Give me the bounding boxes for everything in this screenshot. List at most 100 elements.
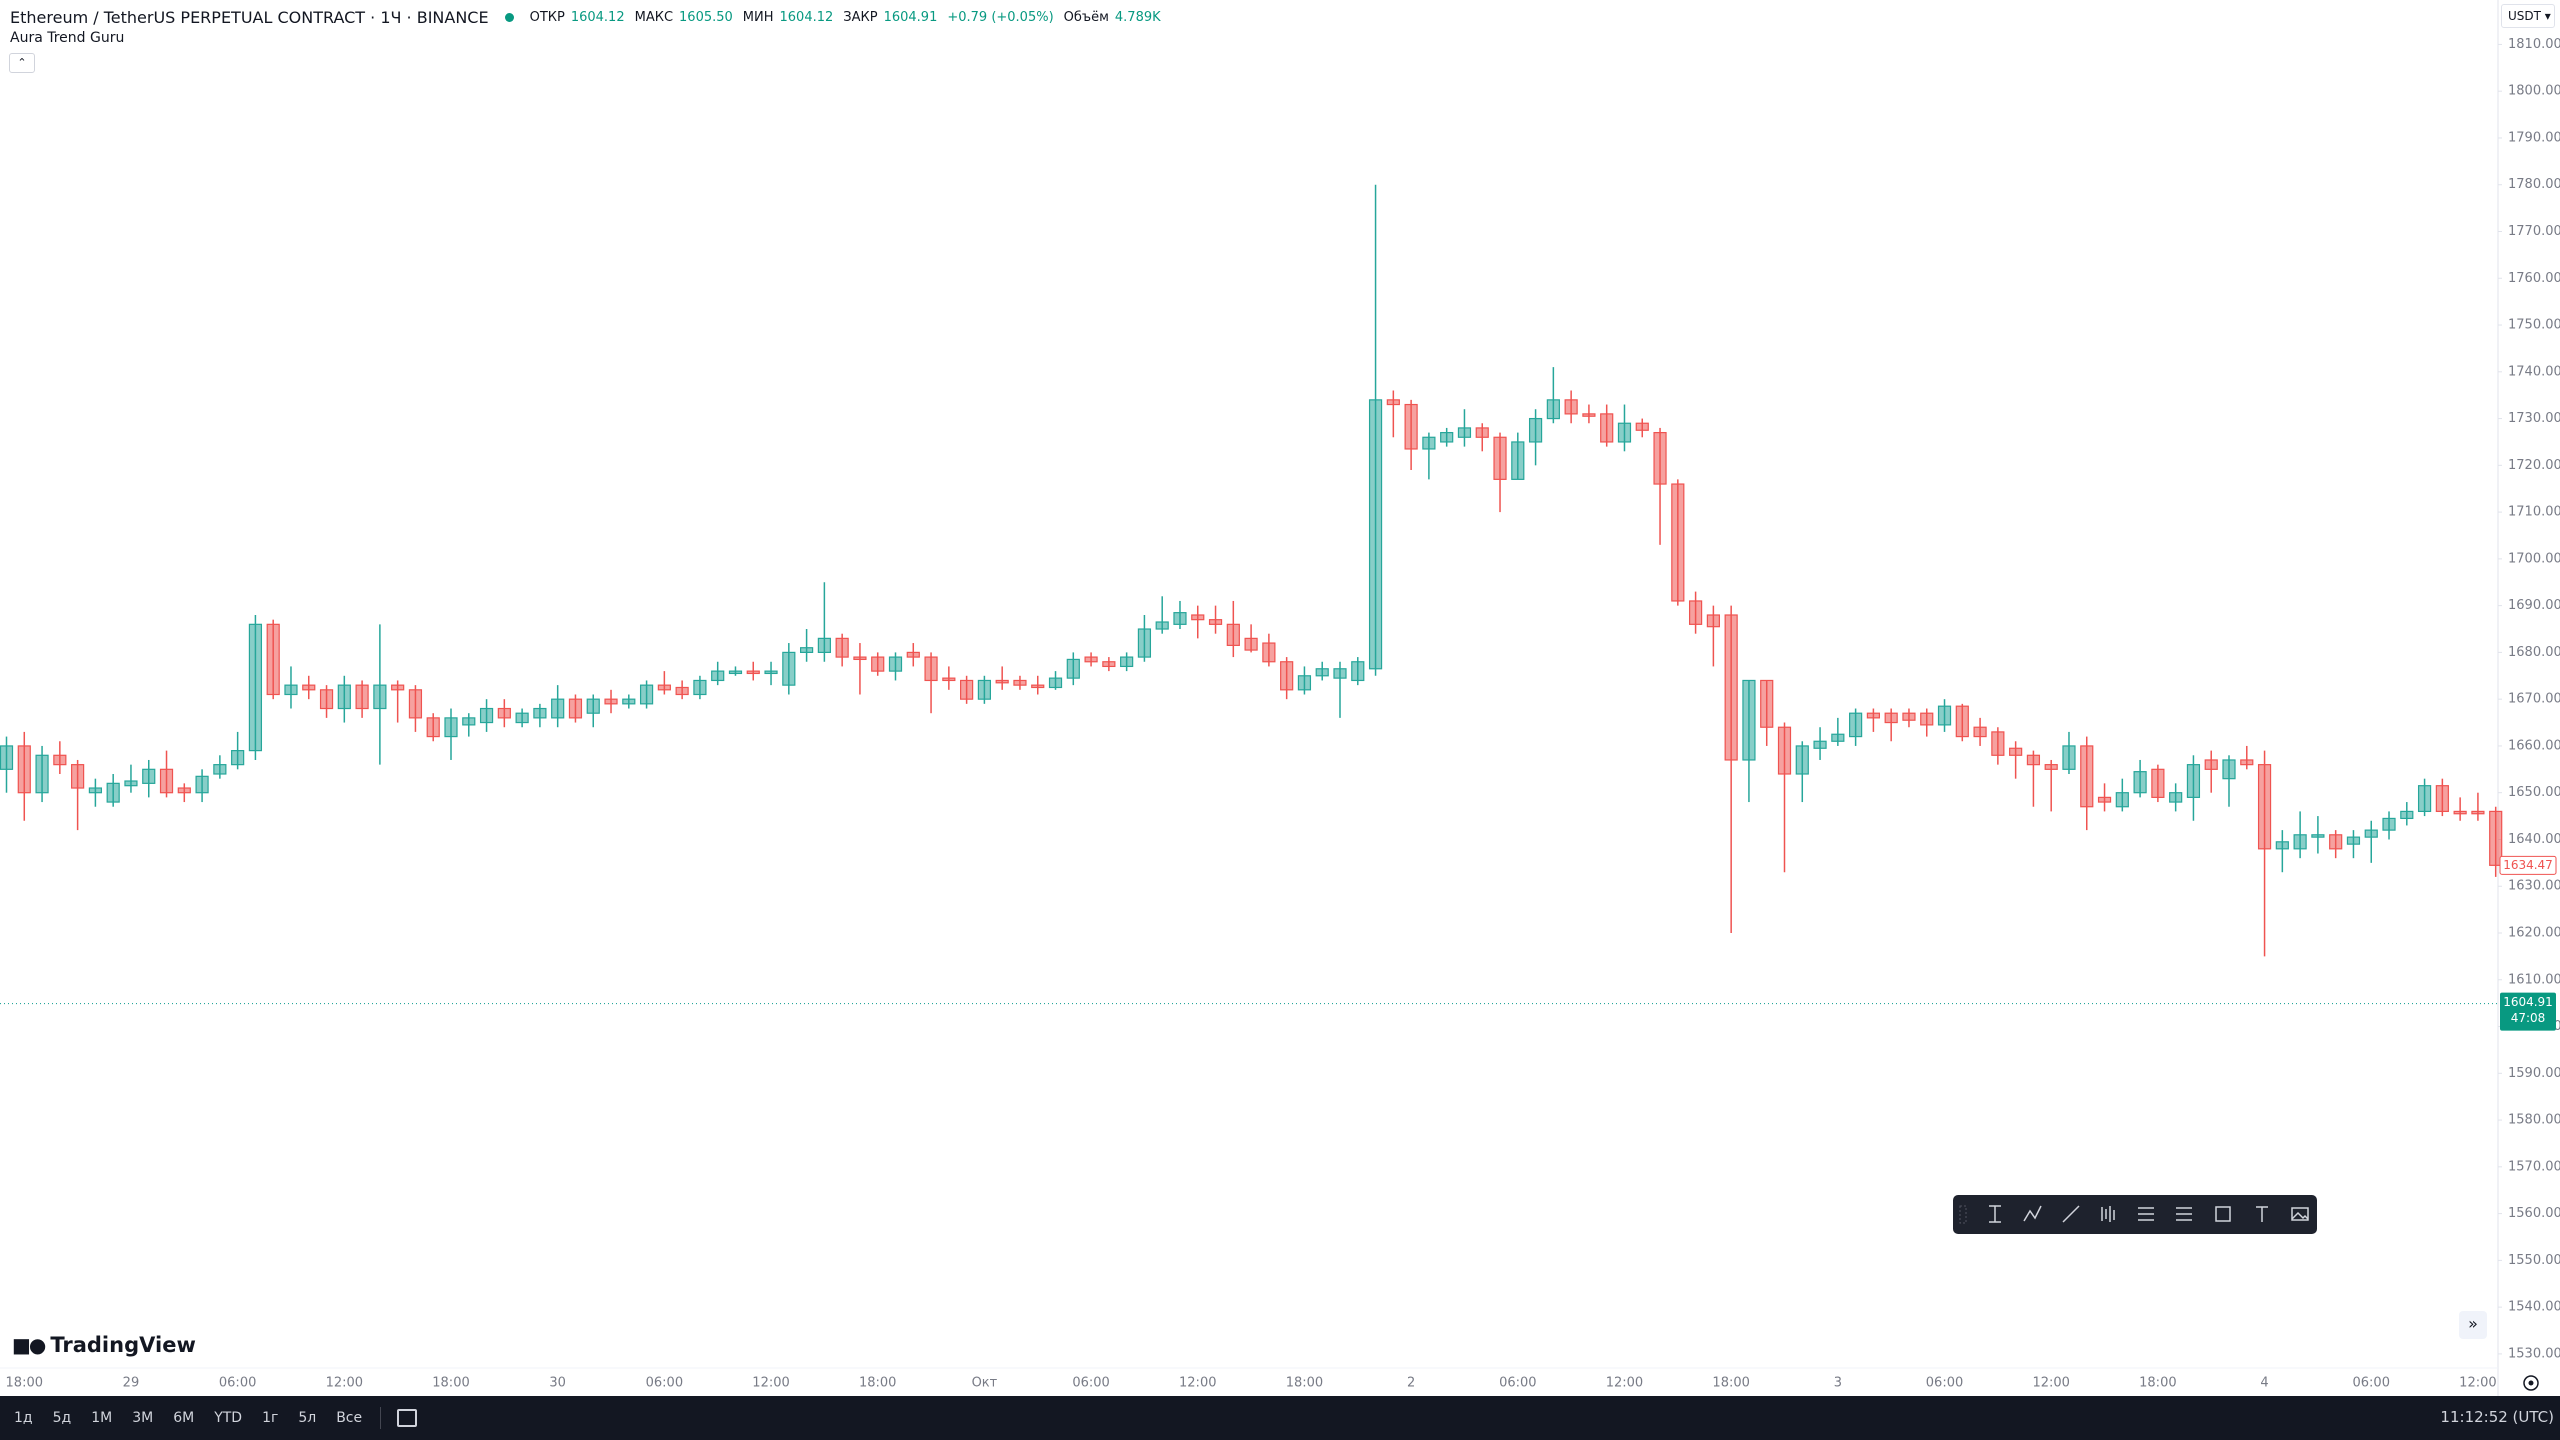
- logo[interactable]: ■● TradingView: [12, 1333, 196, 1357]
- candle-body: [2009, 747, 2023, 756]
- y-tick-label: 1640.00: [2508, 832, 2560, 847]
- candle-body: [159, 768, 174, 794]
- candle-body: [479, 707, 494, 724]
- candle-body: [213, 764, 227, 775]
- x-tick-label: 06:00: [1072, 1376, 1109, 1391]
- candle-body: [764, 670, 778, 675]
- drawing-tool[interactable]: [2176, 1207, 2192, 1221]
- candle-body: [1635, 422, 1649, 431]
- candle-body: [1973, 726, 1987, 738]
- date-range-button[interactable]: [397, 1409, 418, 1427]
- x-tick-label: 12:00: [326, 1376, 363, 1391]
- range-button[interactable]: 3M: [132, 1410, 154, 1426]
- y-tick-label: 1680.00: [2508, 645, 2560, 660]
- x-tick-label: 06:00: [2353, 1376, 2390, 1391]
- candle-body: [2311, 834, 2325, 838]
- range-button[interactable]: 5л: [298, 1410, 317, 1426]
- candle-body: [2169, 792, 2183, 803]
- drawing-tool[interactable]: [2023, 1205, 2042, 1222]
- candle-body: [977, 679, 992, 700]
- candle-body: [231, 750, 245, 766]
- candle-body: [1777, 726, 1792, 775]
- y-tick-label: 1710.00: [2508, 505, 2560, 520]
- y-tick-label: 1780.00: [2508, 177, 2560, 192]
- y-tick-label: 1700.00: [2508, 551, 2560, 566]
- candle-body: [2471, 810, 2485, 815]
- x-tick-label: 12:00: [1606, 1376, 1643, 1391]
- y-tick-label: 1670.00: [2508, 692, 2560, 707]
- y-tick-label: 1620.00: [2508, 926, 2560, 941]
- logo-mark: ■●: [12, 1333, 46, 1357]
- candle-body: [942, 677, 956, 682]
- candle-body: [782, 651, 796, 686]
- range-button[interactable]: YTD: [214, 1410, 243, 1426]
- candle-body: [355, 684, 369, 710]
- candle-body: [675, 686, 689, 696]
- drawing-tool[interactable]: [2256, 1206, 2268, 1222]
- settings-gear[interactable]: [2523, 1375, 2539, 1391]
- candle-body: [1884, 712, 1898, 724]
- bottom-toolbar: 1д 5д 1M 3M 6M YTD 1г 5л Все 11:12:52 (UTC): [0, 1396, 2560, 1440]
- candle-body: [622, 698, 636, 705]
- drawing-tool[interactable]: [2101, 1206, 2115, 1222]
- drawing-tool[interactable]: [1989, 1205, 2001, 1223]
- candle-body: [960, 679, 974, 700]
- candle-body: [266, 623, 280, 696]
- candle-body: [2204, 759, 2218, 770]
- candle-body: [1084, 656, 1098, 663]
- candle-body: [2133, 771, 2147, 794]
- volume-label: Объём: [1063, 9, 1109, 25]
- change: +0.79 (+0.05%): [947, 9, 1054, 25]
- candle-body: [497, 707, 511, 719]
- x-tick-label: 3: [1834, 1376, 1842, 1391]
- drawing-tool[interactable]: [2215, 1206, 2231, 1222]
- drawing-tool[interactable]: [2062, 1205, 2080, 1223]
- separator: [380, 1407, 382, 1429]
- candle-body: [1404, 403, 1418, 450]
- x-tick-label: 30: [549, 1376, 566, 1391]
- candle-body: [835, 637, 849, 658]
- range-button[interactable]: 1д: [14, 1410, 33, 1426]
- candle-body: [1920, 712, 1934, 726]
- ohlc-label: ОТКР: [529, 9, 565, 25]
- candle-body: [1262, 642, 1276, 663]
- countdown: 47:08: [2511, 1011, 2546, 1025]
- candle-body: [1191, 614, 1205, 621]
- candle-body: [2364, 829, 2378, 838]
- x-tick-label: 18:00: [6, 1376, 43, 1391]
- y-tick-label: 1560.00: [2508, 1206, 2560, 1221]
- candle-body: [1582, 413, 1596, 417]
- indicator[interactable]: Aura Trend Guru: [10, 30, 125, 46]
- candle-body: [1760, 679, 1774, 728]
- candle-body: [1813, 740, 1827, 749]
- range-button[interactable]: 5д: [52, 1410, 72, 1426]
- drawing-tool[interactable]: [2138, 1207, 2154, 1221]
- candle-body: [1297, 675, 1312, 691]
- candle-body: [1795, 745, 1809, 775]
- tool-icon: [2256, 1206, 2268, 1222]
- symbol[interactable]: Ethereum / TetherUS PERPETUAL CONTRACT ·…: [10, 7, 489, 27]
- range-button[interactable]: Все: [336, 1410, 363, 1426]
- range-button[interactable]: 6M: [173, 1410, 195, 1426]
- candle-body: [2275, 841, 2289, 850]
- collapse-button[interactable]: ⌃: [9, 53, 35, 73]
- y-tick-label: 1660.00: [2508, 738, 2560, 753]
- candle-body: [799, 647, 814, 654]
- range-button[interactable]: 1г: [262, 1410, 279, 1426]
- candle-body: [88, 787, 103, 794]
- range-button[interactable]: 1M: [91, 1410, 113, 1426]
- candle-body: [2240, 759, 2254, 766]
- tool-icon: [2023, 1205, 2042, 1222]
- drawing-tool[interactable]: [2291, 1207, 2309, 1221]
- candle-body: [426, 717, 440, 738]
- candle-body: [53, 754, 67, 766]
- y-tick-label: 1760.00: [2508, 271, 2560, 286]
- candle-body: [302, 684, 316, 691]
- candle-body: [2346, 836, 2361, 845]
- currency-button[interactable]: USDT ▾: [2501, 4, 2555, 28]
- candle-body: [1457, 427, 1472, 438]
- x-tick-label: 12:00: [2032, 1376, 2069, 1391]
- candle-body: [1422, 436, 1436, 450]
- candle-body: [639, 684, 654, 705]
- scroll-forward[interactable]: »: [2459, 1311, 2487, 1339]
